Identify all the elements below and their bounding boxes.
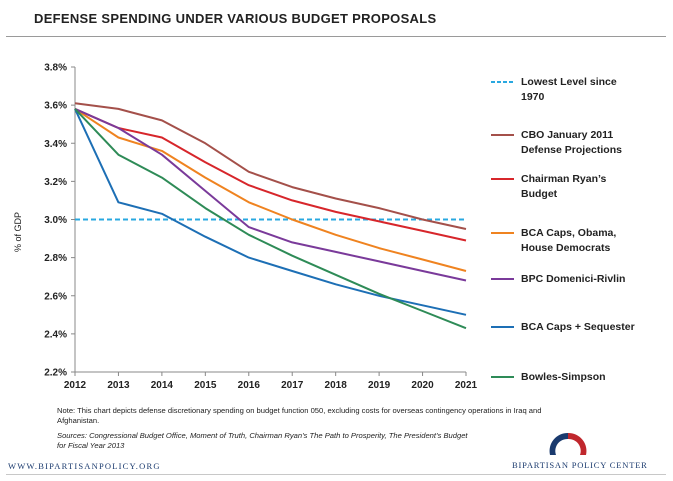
logo-arc-red <box>568 432 587 455</box>
legend-label: BCA Caps + Sequester <box>521 321 635 333</box>
legend-label: Chairman Ryan’s Budget <box>521 173 607 200</box>
series-line <box>74 108 467 316</box>
y-axis-label: % of GDP <box>13 212 23 252</box>
y-tick-label: 2.6% <box>44 291 67 302</box>
chart-sources: Sources: Congressional Budget Office, Mo… <box>57 431 468 450</box>
bpc-logo-icon <box>549 432 587 455</box>
y-axis-ticks: 2.2% 2.4% 2.6% 2.8% 3.0% 3.2% 3.4% 3.6% 3.8% <box>44 63 75 379</box>
x-tick-label: 2021 <box>455 380 478 391</box>
title-divider <box>6 36 666 37</box>
legend-label: CBO January 2011 Defense Projections <box>521 129 622 156</box>
legend-label: BPC Domenici-Rivlin <box>521 273 625 285</box>
x-tick-label: 2017 <box>281 380 304 391</box>
x-tick-label: 2012 <box>64 380 87 391</box>
y-tick-label: 2.4% <box>44 329 67 340</box>
series-lines <box>74 102 467 330</box>
series-line <box>74 108 467 272</box>
x-tick-label: 2016 <box>238 380 261 391</box>
x-tick-label: 2019 <box>368 380 391 391</box>
y-tick-label: 3.6% <box>44 101 67 112</box>
y-tick-label: 3.0% <box>44 215 67 226</box>
footer-divider <box>6 474 666 475</box>
series-line <box>74 107 467 282</box>
organization-name: BIPARTISAN POLICY CENTER <box>512 460 648 470</box>
series-line <box>74 108 467 330</box>
legend-label: BCA Caps, Obama, House Democrats <box>521 227 616 254</box>
y-tick-label: 2.2% <box>44 368 67 379</box>
y-tick-label: 2.8% <box>44 253 67 264</box>
legend-label: Bowles-Simpson <box>521 371 606 383</box>
x-axis-ticks: 2012 2013 2014 2015 2016 2017 2018 2019 2020 2021 <box>64 372 478 391</box>
series-line <box>74 102 467 230</box>
legend: Lowest Level since 1970 CBO January 2011 De… <box>491 76 635 383</box>
x-tick-label: 2014 <box>151 380 174 391</box>
x-tick-label: 2020 <box>411 380 434 391</box>
website-link[interactable]: WWW.BIPARTISANPOLICY.ORG <box>8 461 161 471</box>
chart-title: DEFENSE SPENDING UNDER VARIOUS BUDGET PR… <box>34 11 437 26</box>
x-tick-label: 2018 <box>325 380 348 391</box>
y-tick-label: 3.4% <box>44 139 67 150</box>
x-tick-label: 2015 <box>194 380 217 391</box>
x-tick-label: 2013 <box>107 380 130 391</box>
series-line <box>74 107 467 242</box>
y-tick-label: 3.8% <box>44 63 67 74</box>
y-tick-label: 3.2% <box>44 177 67 188</box>
logo-arc-blue <box>549 432 568 455</box>
chart-note: Note: This chart depicts defense discret… <box>57 406 542 425</box>
legend-label: Lowest Level since 1970 <box>521 76 617 103</box>
